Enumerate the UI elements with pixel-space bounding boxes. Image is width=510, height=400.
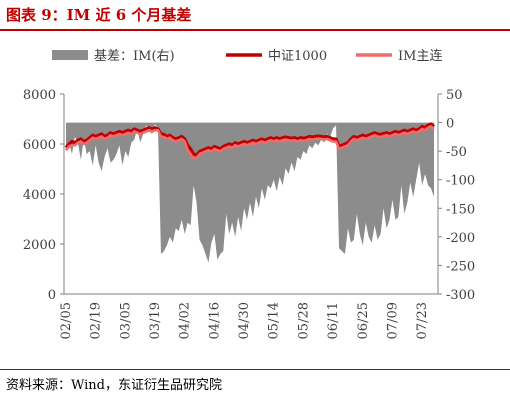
left-tick-label-2: 4000	[23, 188, 56, 203]
im-line	[64, 125, 435, 161]
legend-label-csi1000: 中证1000	[268, 49, 327, 64]
left-tick-label-0: 0	[48, 288, 56, 303]
right-tick-label-4: -150	[446, 202, 475, 217]
right-tick-label-1: 0	[446, 117, 454, 132]
legend-swatch-basis	[52, 50, 88, 60]
x-tick-label-2: 03/05	[118, 302, 133, 339]
x-tick-label-4: 04/02	[178, 302, 193, 339]
chart: 基差：IM(右) 中证1000 IM主连 0 2000 4000 6000 8000 50…	[23, 48, 475, 339]
x-tick-label-5: 04/16	[207, 302, 222, 339]
index-lines-layer	[64, 122, 436, 161]
title-rule	[0, 29, 510, 31]
x-tick-label-11: 07/09	[385, 302, 400, 339]
left-tick-label-1: 2000	[23, 238, 56, 253]
right-tick-label-3: -100	[446, 174, 475, 189]
basis-area	[66, 122, 434, 263]
chart-title: 图表 9：IM 近 6 个月基差	[6, 6, 192, 24]
left-tick-label-4: 8000	[23, 88, 56, 103]
right-tick-label-2: -50	[446, 145, 467, 160]
right-tick-label-6: -250	[446, 259, 475, 274]
x-tick-label-8: 05/28	[296, 302, 311, 339]
tick-labels: 0 2000 4000 6000 8000 50 0 -50 -100 -150 -200 -250 -…	[23, 88, 475, 339]
right-tick-label-0: 50	[446, 88, 463, 103]
footer-rule	[0, 369, 510, 370]
x-tick-label-12: 07/23	[415, 302, 430, 339]
axes	[60, 93, 442, 295]
basis-area-layer	[66, 122, 434, 263]
x-tick-label-9: 06/11	[326, 302, 341, 339]
left-tick-label-3: 6000	[23, 138, 56, 153]
legend-label-im: IM主连	[398, 48, 442, 64]
right-tick-label-5: -200	[446, 231, 475, 246]
csi1000-line	[64, 122, 436, 157]
x-tick-label-6: 04/30	[237, 302, 252, 339]
x-tick-label-1: 02/19	[89, 302, 104, 339]
x-tick-label-7: 05/14	[267, 302, 282, 339]
right-tick-label-7: -300	[446, 288, 475, 303]
x-tick-label-10: 06/25	[356, 302, 371, 339]
x-tick-label-0: 02/05	[59, 302, 74, 339]
x-tick-label-3: 03/19	[148, 302, 163, 339]
legend-label-basis: 基差：IM(右)	[94, 49, 175, 64]
legend: 基差：IM(右) 中证1000 IM主连	[52, 48, 442, 64]
source-note: 资料来源：Wind，东证衍生品研究院	[6, 378, 222, 393]
